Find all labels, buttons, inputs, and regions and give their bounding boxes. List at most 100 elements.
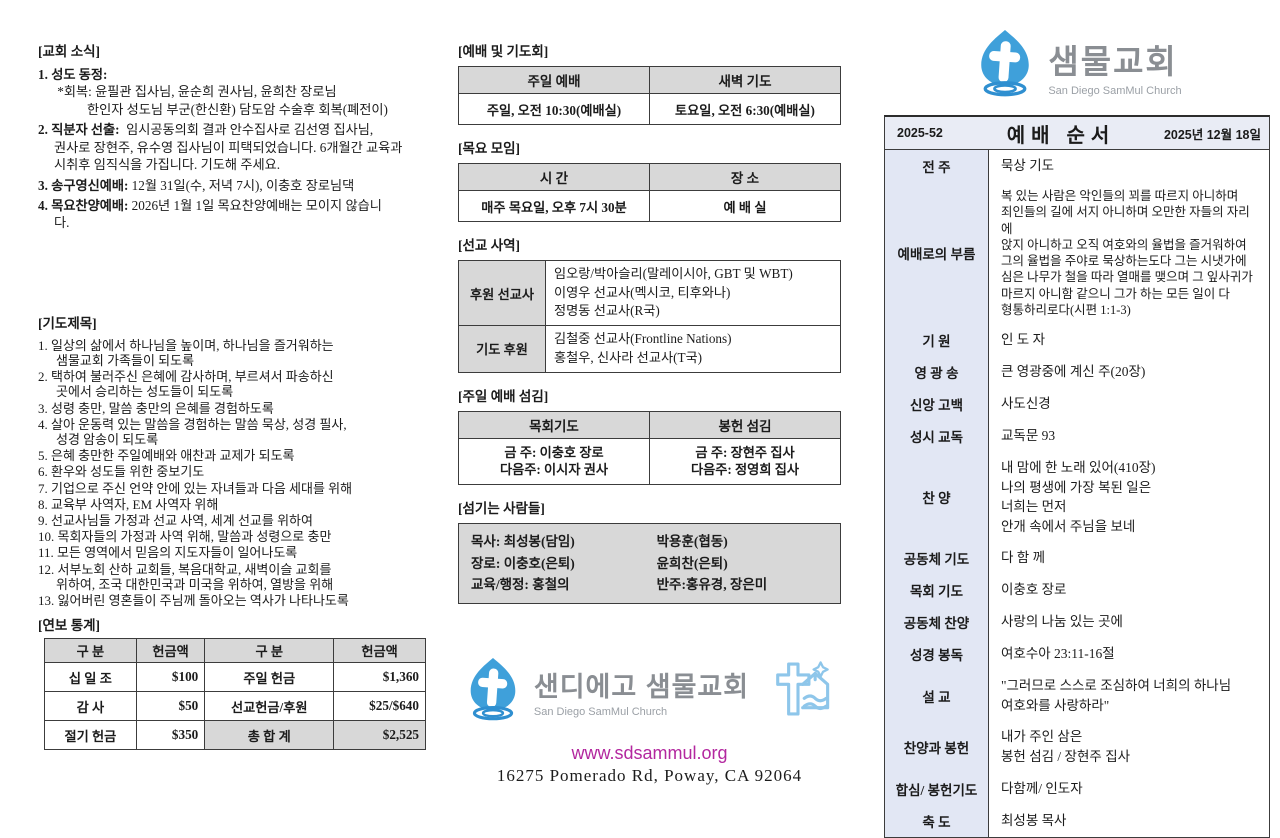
- worship-order-row: 합심/ 봉헌기도 다함께/ 인도자: [885, 772, 1269, 805]
- offering-cell: $350: [135, 720, 206, 751]
- worship-order-row: 축 도 최성봉 목사: [885, 804, 1269, 837]
- footer-logo-korean: 샌디에고 샘물교회: [533, 672, 750, 703]
- worship-order-row: 전 주 묵상 기도: [885, 150, 1269, 182]
- water-drop-cross-logo-icon: [972, 28, 1038, 103]
- order-content-line: 너희는 먼저: [1001, 499, 1067, 515]
- order-item-label: 전 주: [885, 150, 989, 182]
- table-cell: 토요일, 오전 6:30(예배실): [649, 93, 841, 125]
- servants-row: 교육/행정: 홍철의 반주:홍유경, 장은미: [471, 574, 828, 596]
- worship-order-row: 신앙 고백 사도신경: [885, 388, 1269, 420]
- order-content-line: 봉헌 섬김 / 장현주 집사: [1001, 748, 1131, 764]
- prayer-item: 10. 목회자들의 가정과 사역 위해, 말씀과 성령으로 충만: [38, 529, 332, 545]
- offering-title: [연보 통계]: [38, 618, 101, 634]
- church-news-item: 4. 목요찬양예배: 2026년 1월 1일 목요찬양예배는 모이지 않습니 다…: [38, 197, 444, 232]
- mission-line: 김철중 선교사(Frontline Nations): [554, 331, 732, 347]
- order-item-label: 성시 교독: [885, 420, 989, 452]
- order-item-content: 다 함 께: [989, 542, 1269, 574]
- order-content-line: 최성봉 목사: [1001, 812, 1067, 828]
- worship-order-row: 예배로의 부름 복 있는 사람은 악인들의 꾀를 따르지 아니하며 죄인들의 길에 …: [885, 182, 1269, 324]
- prayer-item: 13. 잃어버린 영혼들이 주님께 돌아오는 역사가 나타나도록: [38, 593, 349, 609]
- table-row: 매주 목요일, 오후 7시 30분 예 배 실: [458, 190, 841, 222]
- prayer-item: 2. 택하여 불러주신 은혜에 감사하며, 부르셔서 파송하신 곳에서 승리하는…: [38, 369, 334, 400]
- offering-cell: 주일 헌금: [204, 662, 335, 693]
- church-outline-icon: [759, 650, 837, 733]
- news-item-head: 2. 직분자 선출:: [38, 122, 120, 138]
- order-item-label: 신앙 고백: [885, 388, 989, 420]
- church-news-item: 1. 성도 동정: *회복: 윤필관 집사님, 윤순희 권사님, 윤희찬 장로님…: [38, 66, 444, 118]
- prayer-list: 1. 일상의 삶에서 하나님을 높이며, 하나님을 즐거워하는 샘물교회 가족들…: [38, 338, 444, 608]
- order-item-content: 묵상 기도: [989, 150, 1269, 182]
- serving-line: 금 주: 이충호 장로: [504, 444, 604, 460]
- church-news-item: 2. 직분자 선출: 임시공동의회 결과 안수집사로 김선영 집사님, 권사로 …: [38, 121, 444, 173]
- worship-order-row: 공동체 기도 다 함 께: [885, 542, 1269, 575]
- prayer-item: 12. 서부노회 산하 교회들, 복음대학교, 새벽이슬 교회를 위하여, 조국…: [38, 561, 334, 592]
- church-news-title: [교회 소식]: [38, 44, 101, 59]
- order-content-line: 심은 나무가 철을 따라 열매를 맺으며 그 잎사귀가: [1001, 270, 1253, 285]
- prayer-item: 1. 일상의 삶에서 하나님을 높이며, 하나님을 즐거워하는 샘물교회 가족들…: [38, 337, 334, 368]
- order-content-line: 복 있는 사람은 악인들의 꾀를 따르지 아니하며: [1001, 189, 1239, 203]
- worship-prayer-table: 주일 예배 새벽 기도 주일, 오전 10:30(예배실) 토요일, 오전 6:30(…: [458, 66, 841, 125]
- website-link[interactable]: www.sdsammul.org: [571, 743, 728, 764]
- order-item-content: 이충호 장로: [989, 574, 1269, 606]
- water-drop-cross-logo-icon: [462, 656, 524, 727]
- order-item-label: 합심/ 봉헌기도: [885, 772, 989, 805]
- worship-order-row: 성경 봉독 여호수아 23:11-16절: [885, 638, 1269, 671]
- order-item-label: 공동체 찬양: [885, 606, 989, 639]
- offering-cell: 선교헌금/후원: [204, 691, 335, 722]
- worship-order-title: 예배 순서: [1006, 124, 1116, 147]
- serving-line: 다음주: 정영희 집사: [690, 462, 800, 478]
- table-row: 후원 선교사 임오랑/박아슬리(말레이시아, GBT 및 WBT) 이영우 선교사(…: [458, 259, 841, 327]
- right-logo-korean: 샘물교회: [1048, 42, 1178, 80]
- left-column: [교회 소식] 1. 성도 동정: *회복: 윤필관 집사님, 윤순희 권사님,…: [38, 40, 444, 751]
- order-content-line: 마르지 아니함 같으니 그가 하는 모든 일이 다: [1001, 286, 1230, 301]
- serving-line: 다음주: 이시자 권사: [499, 462, 609, 478]
- worship-order-header: 2025-52 예배 순서 2025년 12월 18일: [885, 117, 1269, 150]
- offering-cell: 감 사: [44, 691, 137, 722]
- right-column: 샘물교회 San Diego SamMul Church 2025-52 예배 …: [884, 28, 1270, 838]
- table-header-cell: 새벽 기도: [649, 66, 841, 94]
- middle-column: [예배 및 기도회] 주일 예배 새벽 기도 주일, 오전 10:30(예배실) 토요…: [458, 40, 841, 786]
- order-content-line: 사랑의 나눔 있는 곳에: [1001, 614, 1123, 630]
- church-news-item: 3. 송구영신예배: 12월 31일(수, 저녁 7시), 이충호 장로님댁: [38, 177, 444, 194]
- bulletin-number: 2025-52: [897, 126, 943, 140]
- order-item-content: 사랑의 나눔 있는 곳에: [989, 606, 1269, 638]
- prayer-title: [기도제목]: [38, 315, 97, 331]
- offering-header-cell: 헌금액: [333, 638, 426, 664]
- worship-order-row: 찬양과 봉헌 내가 주인 삼은 봉헌 섬김 / 장현주 집사: [885, 721, 1269, 773]
- servants-box: 목사: 최성봉(담임) 박용훈(협동) 장로: 이충호(은퇴) 윤희찬(은퇴) 교육/행…: [458, 523, 841, 605]
- order-content-line: 그의 율법을 주야로 묵상하는도다 그는 시냇가에: [1001, 254, 1247, 268]
- order-content-line: 내가 주인 삼은: [1001, 729, 1083, 745]
- offering-cell: $2,525: [333, 720, 426, 751]
- servant-entry: 반주:홍유경, 장은미: [656, 577, 768, 593]
- order-item-content: 다함께/ 인도자: [989, 773, 1269, 805]
- order-content-line: 죄인들의 길에 서지 아니하며 오만한 자들의 자리에: [1001, 205, 1250, 236]
- offering-header-cell: 구 분: [44, 638, 137, 664]
- order-item-label: 설 교: [885, 670, 989, 722]
- order-content-line: 안개 속에서 주님을 보네: [1001, 518, 1136, 534]
- order-item-label: 영 광 송: [885, 356, 989, 388]
- worship-order-row: 목회 기도 이충호 장로: [885, 574, 1269, 607]
- table-header-row: 목회기도 봉헌 섬김: [458, 410, 841, 439]
- servant-entry: 윤희찬(은퇴): [656, 555, 728, 571]
- order-content-line: 이충호 장로: [1001, 582, 1067, 598]
- order-item-label: 목회 기도: [885, 574, 989, 607]
- servant-entry: 교육/행정: 홍철의: [471, 577, 570, 593]
- offering-header-cell: 헌금액: [135, 638, 206, 664]
- order-content-line: 사도신경: [1001, 396, 1051, 412]
- sunday-serving-title: [주일 예배 섬김]: [458, 388, 549, 404]
- table-header-cell: 목회기도: [458, 410, 650, 439]
- table-cell: 주일, 오전 10:30(예배실): [458, 93, 650, 125]
- offering-header-cell: 구 분: [204, 638, 335, 664]
- offering-cell: $25/$640: [333, 691, 426, 722]
- order-content-line: 여호와를 사랑하라": [1001, 697, 1110, 713]
- servants-title: [섬기는 사람들]: [458, 501, 545, 517]
- servant-entry: 장로: 이충호(은퇴): [471, 555, 575, 571]
- middle-footer: 샌디에고 샘물교회 San Diego SamMul Church www.sd…: [458, 650, 841, 786]
- table-header-row: 주일 예배 새벽 기도: [458, 66, 841, 94]
- order-content-line: 다 함 께: [1001, 550, 1046, 566]
